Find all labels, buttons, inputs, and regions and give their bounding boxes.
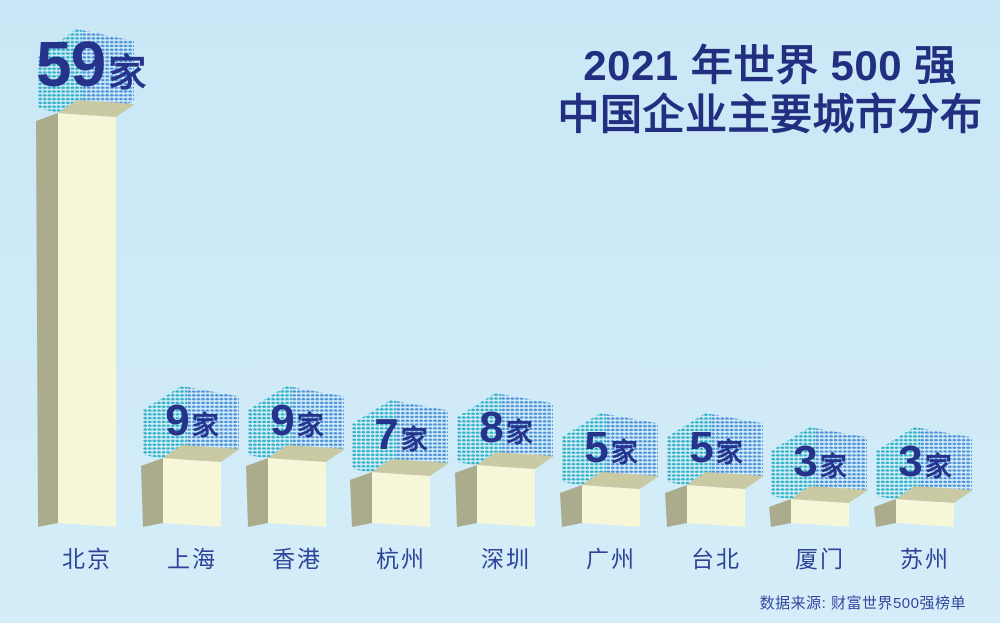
bar-3d-box	[246, 445, 345, 527]
bar-value-number: 5	[689, 423, 714, 472]
box-left-face	[350, 472, 372, 527]
bar-city-label: 深圳	[481, 546, 531, 572]
bar-3d-box	[141, 445, 240, 527]
bar-3d-box	[560, 472, 659, 527]
box-top-face	[58, 100, 135, 117]
bar-3d-box	[455, 452, 554, 527]
box-top-face	[477, 452, 554, 469]
bar-3d-box	[874, 486, 973, 527]
box-front-face	[58, 113, 116, 527]
bar-city-label: 杭州	[376, 546, 426, 572]
box-left-face	[665, 485, 687, 527]
bar-value-unit: 家	[108, 53, 147, 95]
bar-city-label: 上海	[167, 546, 217, 572]
bar-value-unit: 家	[715, 438, 743, 468]
bar-city-label: 苏州	[900, 546, 950, 572]
box-left-face	[560, 485, 582, 527]
bar-value-number: 5	[584, 423, 609, 472]
bar-city-label: 厦门	[795, 546, 845, 572]
box-top-face	[163, 445, 240, 462]
box-front-face	[687, 485, 745, 527]
bar-value-number: 3	[898, 437, 923, 486]
box-front-face	[163, 458, 221, 527]
bar-value-unit: 家	[191, 411, 219, 441]
halftone-cube-pattern	[38, 29, 134, 121]
bar-value-number: 3	[793, 437, 818, 486]
bar-value-unit: 家	[610, 438, 638, 468]
bar-value-number: 59	[36, 28, 106, 100]
bar-3d-box	[665, 472, 764, 527]
bar-city-label: 香港	[272, 546, 322, 572]
box-front-face	[582, 485, 640, 527]
bar-value-number: 7	[374, 410, 399, 459]
box-top-face	[896, 486, 973, 503]
box-top-face	[687, 472, 764, 489]
bar-3d-box	[350, 459, 449, 527]
bar-value-label: 59家	[36, 27, 146, 101]
box-left-face	[246, 458, 268, 527]
bar-city-label: 广州	[586, 546, 636, 572]
bar-value-unit: 家	[400, 425, 428, 455]
bar-value-number: 9	[165, 396, 190, 445]
box-front-face	[372, 472, 430, 527]
data-source-note: 数据来源: 财富世界500强榜单	[759, 595, 966, 612]
bar-city-label: 北京	[62, 546, 112, 572]
bar-value-unit: 家	[505, 418, 533, 448]
box-top-face	[791, 486, 868, 503]
box-front-face	[791, 499, 849, 527]
box-front-face	[896, 499, 954, 527]
box-top-face	[372, 459, 449, 476]
bar-city-label: 台北	[691, 546, 741, 572]
bottom-border-line	[0, 623, 1000, 625]
box-front-face	[477, 465, 535, 527]
box-left-face	[141, 458, 163, 527]
bar-value-number: 8	[479, 403, 504, 452]
chart-title-line1: 2021 年世界 500 强	[583, 42, 957, 89]
bar-3d-box	[36, 100, 135, 527]
bar-value-unit: 家	[819, 452, 847, 482]
box-top-face	[268, 445, 345, 462]
box-left-face	[874, 499, 896, 527]
chart-title-line2: 中国企业主要城市分布	[557, 90, 983, 138]
box-left-face	[455, 465, 477, 527]
box-left-face	[769, 499, 791, 527]
bar-value-unit: 家	[924, 452, 952, 482]
box-left-face	[36, 113, 58, 527]
box-front-face	[268, 458, 326, 527]
bar-3d-box	[769, 486, 868, 527]
bar-value-unit: 家	[296, 411, 324, 441]
bar-value-number: 9	[270, 396, 295, 445]
box-top-face	[582, 472, 659, 489]
chart-title: 2021 年世界 500 强 中国企业主要城市分布	[545, 42, 995, 139]
